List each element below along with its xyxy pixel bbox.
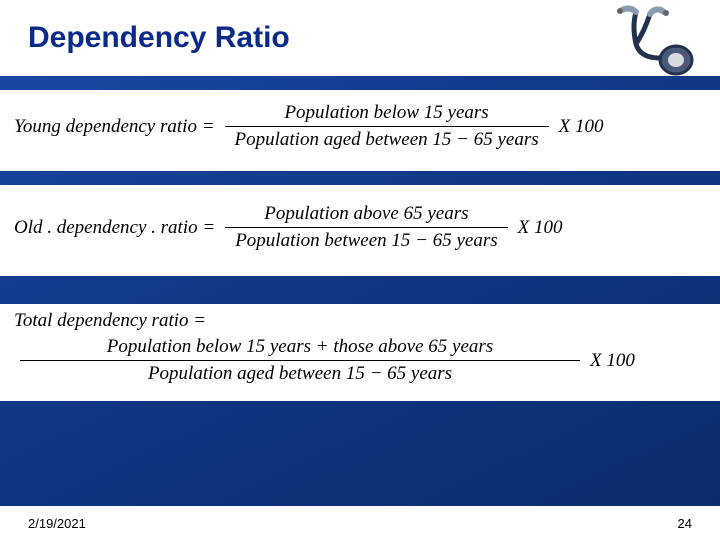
slide-header: Dependency Ratio	[0, 0, 720, 76]
numerator: Population above 65 years	[254, 201, 478, 227]
fraction: Population above 65 years Population bet…	[225, 201, 507, 254]
formula-fraction-row: Population below 15 years + those above …	[14, 334, 706, 387]
stethoscope-icon	[610, 4, 702, 95]
footer-page-number: 24	[678, 516, 692, 531]
formula-tail: X 100	[555, 116, 604, 138]
slide-footer: 2/19/2021 24	[0, 506, 720, 540]
formula-row: Old . dependency . ratio = Population ab…	[14, 201, 706, 254]
formula-tail: X 100	[586, 350, 635, 372]
formula-lhs-row: Total dependency ratio =	[14, 310, 706, 332]
denominator: Population aged between 15 − 65 years	[225, 126, 549, 153]
denominator: Population aged between 15 − 65 years	[20, 360, 580, 387]
denominator: Population between 15 − 65 years	[225, 227, 507, 254]
numerator: Population below 15 years + those above …	[20, 334, 580, 360]
slide-title: Dependency Ratio	[28, 21, 290, 55]
numerator: Population below 15 years	[274, 100, 498, 126]
formula-total-dependency: Total dependency ratio = Population belo…	[0, 304, 720, 401]
fraction: Population below 15 years + those above …	[20, 334, 580, 387]
formula-lhs: Total dependency ratio =	[14, 310, 210, 332]
formula-old-dependency: Old . dependency . ratio = Population ab…	[0, 185, 720, 276]
formula-young-dependency: Young dependency ratio = Population belo…	[0, 90, 720, 171]
formula-row: Young dependency ratio = Population belo…	[14, 100, 706, 153]
formula-lhs: Old . dependency . ratio =	[14, 217, 219, 239]
formula-lhs: Young dependency ratio =	[14, 116, 219, 138]
fraction: Population below 15 years Population age…	[225, 100, 549, 153]
footer-date: 2/19/2021	[28, 516, 86, 531]
formula-tail: X 100	[514, 217, 563, 239]
